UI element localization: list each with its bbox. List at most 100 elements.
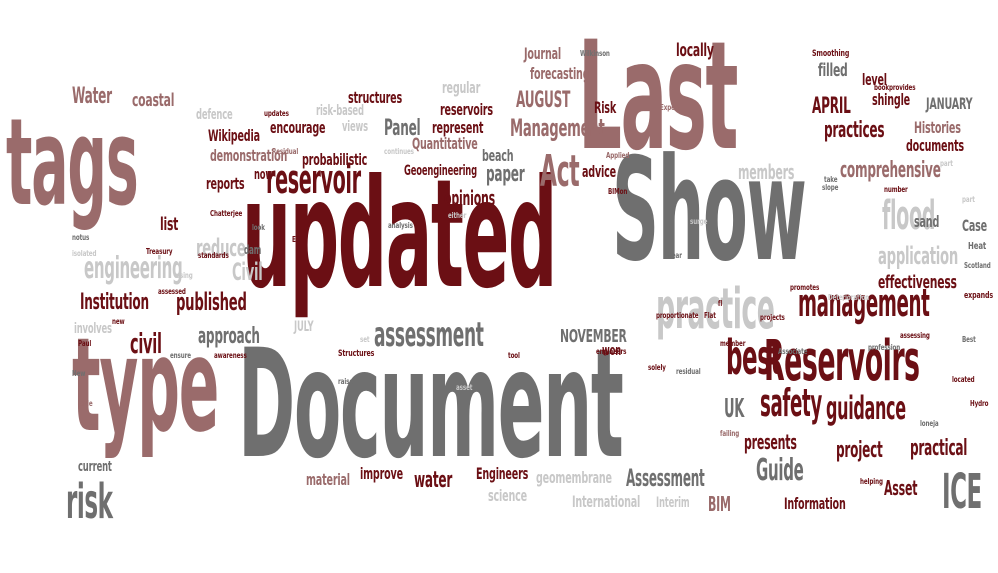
cloud-word: Act bbox=[540, 146, 580, 197]
cloud-word: filled bbox=[818, 60, 848, 81]
cloud-word: approach bbox=[198, 324, 260, 349]
cloud-word: demonstration bbox=[210, 146, 288, 165]
cloud-word: Assessment bbox=[626, 464, 705, 492]
cloud-word: Civil bbox=[232, 258, 263, 286]
cloud-word: expands bbox=[964, 291, 993, 301]
cloud-word: presents bbox=[744, 430, 797, 454]
cloud-word: using bbox=[176, 271, 193, 280]
cloud-word: JANUARY bbox=[926, 94, 973, 113]
cloud-word: safety bbox=[760, 381, 822, 425]
cloud-word: part bbox=[940, 159, 953, 168]
cloud-word: Journal bbox=[524, 44, 562, 63]
cloud-word: isolated bbox=[72, 249, 97, 258]
cloud-word: Smoothing bbox=[812, 49, 850, 59]
cloud-word: management bbox=[798, 281, 930, 325]
cloud-word: now bbox=[254, 167, 274, 183]
cloud-word: current bbox=[78, 459, 112, 475]
cloud-word: encourage bbox=[270, 118, 326, 137]
cloud-word: Associate bbox=[778, 347, 808, 356]
cloud-word: Geoengineering bbox=[404, 163, 477, 179]
cloud-word: tool bbox=[508, 351, 520, 360]
cloud-word: promotes bbox=[790, 283, 820, 292]
cloud-word: updates bbox=[264, 109, 289, 118]
cloud-word: ICE bbox=[942, 464, 982, 520]
cloud-word: engineering bbox=[84, 251, 183, 286]
cloud-word: Treasury bbox=[146, 247, 173, 256]
cloud-word: failing bbox=[720, 429, 740, 438]
cloud-word: regular bbox=[442, 78, 481, 97]
cloud-word: risk-based bbox=[316, 103, 364, 119]
cloud-word: project bbox=[836, 438, 883, 463]
cloud-word: Document bbox=[238, 318, 624, 492]
cloud-word: coastal bbox=[132, 90, 175, 111]
cloud-word: comprehensive bbox=[840, 158, 941, 183]
cloud-word: JULY bbox=[294, 319, 314, 335]
cloud-word: views bbox=[342, 119, 368, 135]
cloud-word: forecasting bbox=[530, 64, 590, 83]
cloud-word: notus bbox=[72, 233, 90, 242]
cloud-word: profession bbox=[868, 343, 901, 352]
cloud-word: locally bbox=[676, 40, 714, 61]
cloud-word: dam bbox=[244, 243, 262, 257]
cloud-word: continues bbox=[384, 147, 414, 156]
cloud-word: won bbox=[602, 343, 622, 359]
cloud-word: Wilkinson bbox=[580, 49, 610, 58]
cloud-word: slope bbox=[822, 183, 839, 192]
cloud-word: assessing bbox=[900, 331, 930, 340]
cloud-word: member bbox=[720, 339, 746, 348]
cloud-word: practice bbox=[656, 277, 775, 342]
cloud-word: Residual bbox=[272, 147, 299, 156]
cloud-word: application bbox=[878, 242, 958, 270]
cloud-word: Information bbox=[784, 494, 846, 513]
cloud-word: number bbox=[884, 185, 908, 194]
cloud-word: water bbox=[414, 468, 453, 493]
cloud-word: geomembrane bbox=[536, 468, 612, 487]
cloud-word: Show bbox=[612, 128, 807, 293]
cloud-word: paper bbox=[486, 162, 525, 187]
cloud-word: proportionate bbox=[656, 311, 699, 320]
cloud-word: Best bbox=[962, 335, 976, 344]
cloud-word: side bbox=[80, 399, 93, 408]
cloud-word: International bbox=[572, 492, 641, 511]
cloud-word: located bbox=[952, 375, 975, 384]
cloud-word: Case bbox=[962, 216, 987, 235]
cloud-word: members bbox=[738, 160, 795, 184]
cloud-word: engineers bbox=[596, 347, 627, 356]
cloud-word: involves bbox=[74, 321, 112, 337]
cloud-word: practical bbox=[910, 436, 968, 461]
cloud-word: awareness bbox=[214, 351, 247, 360]
cloud-word: updated bbox=[242, 148, 557, 322]
cloud-word: beach bbox=[482, 146, 514, 165]
cloud-word: raise bbox=[338, 377, 354, 386]
cloud-word: improve bbox=[360, 464, 403, 483]
cloud-word: opinions bbox=[444, 186, 495, 210]
cloud-word: defence bbox=[196, 107, 233, 123]
cloud-word: near bbox=[668, 251, 682, 260]
cloud-word: represent bbox=[432, 118, 484, 137]
cloud-word: surge bbox=[690, 217, 708, 226]
cloud-word: published bbox=[176, 288, 247, 316]
cloud-word: Applied bbox=[606, 151, 630, 160]
cloud-word: science bbox=[488, 486, 527, 505]
cloud-word: Interim bbox=[656, 495, 690, 511]
cloud-word: advice bbox=[582, 162, 616, 181]
cloud-word: BIM bbox=[708, 492, 731, 516]
cloud-word: Institution bbox=[80, 290, 149, 315]
cloud-word: set bbox=[360, 335, 370, 344]
cloud-word: Engineers bbox=[476, 464, 529, 483]
cloud-word: look bbox=[252, 223, 265, 232]
cloud-word: part bbox=[962, 195, 975, 204]
cloud-word: structures bbox=[348, 88, 403, 107]
cloud-word: helping bbox=[860, 477, 883, 486]
cloud-word: ensure bbox=[170, 351, 191, 360]
cloud-word: NOVEMBER bbox=[560, 326, 627, 347]
cloud-word: documents bbox=[906, 136, 964, 155]
cloud-word: new bbox=[112, 317, 125, 326]
cloud-word: assessment bbox=[374, 315, 484, 355]
cloud-word: New bbox=[72, 369, 86, 378]
cloud-word: Heat bbox=[968, 241, 987, 252]
cloud-word: Hydro bbox=[970, 399, 989, 408]
cloud-word: take bbox=[824, 175, 838, 184]
cloud-word: Risk bbox=[594, 98, 617, 117]
